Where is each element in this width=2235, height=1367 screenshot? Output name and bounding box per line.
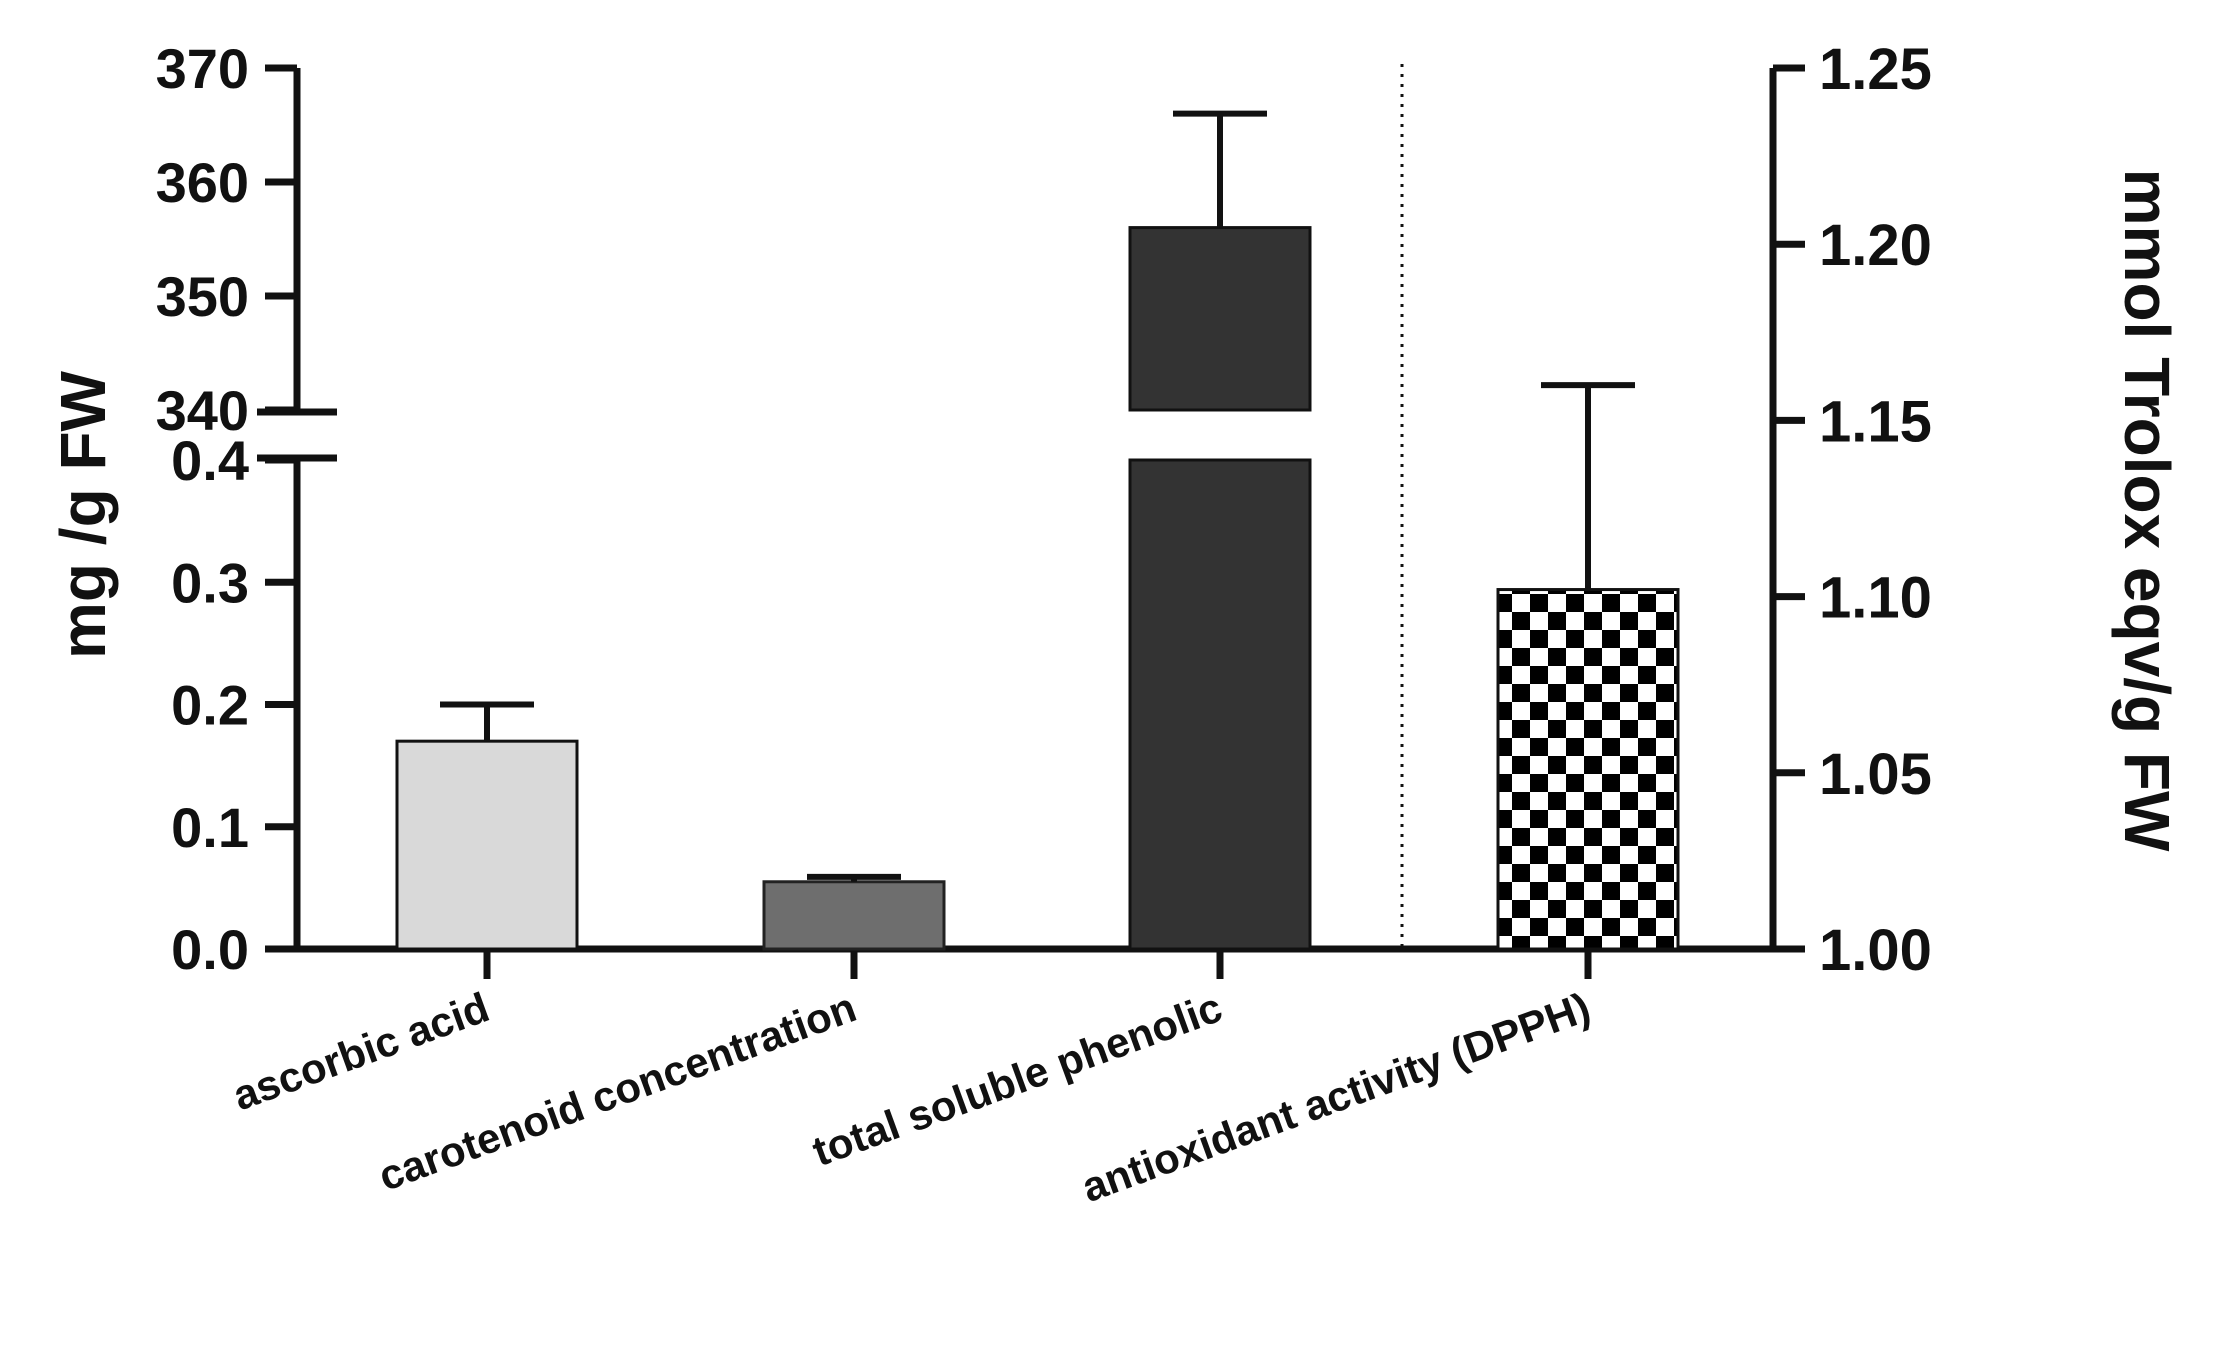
left-tick-label: 350 xyxy=(156,265,249,328)
left-tick-label: 0.4 xyxy=(171,429,249,492)
left-tick-label: 0.3 xyxy=(171,551,249,614)
bar xyxy=(762,880,946,951)
left-tick-label: 370 xyxy=(156,37,249,100)
bar xyxy=(1128,458,1312,951)
left-axis-title: mg /g FW xyxy=(47,370,119,659)
left-tick-label: 340 xyxy=(156,379,249,442)
category-label: ascorbic acid xyxy=(227,983,495,1119)
left-tick-label: 360 xyxy=(156,151,249,214)
right-tick-label: 1.25 xyxy=(1819,37,1932,102)
left-tick-label: 0.1 xyxy=(171,796,249,859)
right-tick-label: 1.00 xyxy=(1819,918,1932,983)
bar xyxy=(395,739,579,951)
left-tick-label: 0.2 xyxy=(171,674,249,737)
right-axis-title: mmol Trolox eqv/g FW xyxy=(2111,169,2183,852)
right-tick-label: 1.15 xyxy=(1819,389,1932,454)
right-tick-label: 1.10 xyxy=(1819,566,1932,631)
left-tick-label: 0.0 xyxy=(171,918,249,981)
bar xyxy=(1496,588,1680,951)
right-tick-label: 1.05 xyxy=(1819,742,1932,807)
bar-upper-segment xyxy=(1128,226,1312,412)
right-tick-label: 1.20 xyxy=(1819,213,1932,278)
